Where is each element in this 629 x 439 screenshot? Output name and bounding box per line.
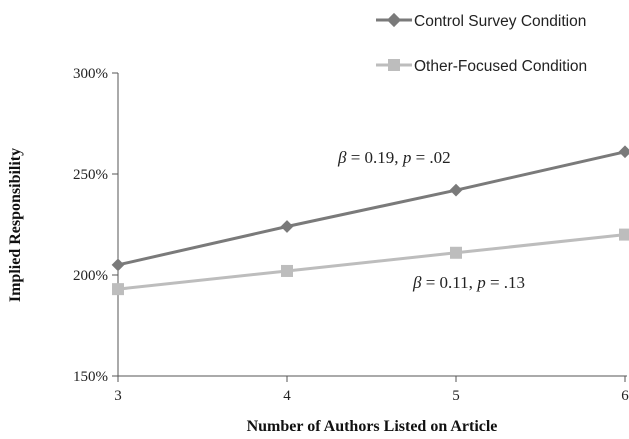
annotation-other-beta-symbol: β [412, 273, 422, 292]
series-line-control [117, 150, 626, 267]
x-tick-label: 3 [114, 388, 122, 404]
y-tick-label: 300% [73, 66, 108, 82]
annotation-other: β = 0.11, p = .13 [412, 273, 525, 292]
annotation-other-p-symbol: p [476, 273, 486, 292]
x-axis-title: Number of Authors Listed on Article [247, 418, 498, 435]
y-ticks: 150% 200% 250% 300% [73, 66, 118, 385]
data-point-control [111, 258, 125, 272]
legend: Control Survey Condition Other-Focused C… [376, 12, 587, 75]
legend-label-control: Control Survey Condition [414, 13, 586, 30]
x-tick-label: 5 [452, 388, 460, 404]
annotation-other-beta-value: = 0.11, [421, 273, 477, 292]
annotation-control: β = 0.19, p = .02 [337, 148, 451, 167]
legend-marker-control [386, 12, 402, 28]
x-tick-label: 4 [283, 388, 291, 404]
data-point-other [281, 264, 293, 277]
data-point-other [450, 246, 462, 259]
x-tick-label: 6 [621, 388, 629, 404]
legend-marker-other [388, 59, 400, 71]
annotation-control-p-symbol: p [402, 148, 412, 167]
legend-item-control: Control Survey Condition [376, 12, 586, 30]
series-line-other [117, 233, 626, 291]
series-layer [111, 145, 629, 296]
data-point-control [449, 183, 463, 197]
data-point-other [619, 228, 629, 241]
annotation-control-beta-value: = 0.19, [346, 148, 402, 167]
y-tick-label: 150% [73, 369, 108, 385]
legend-label-other: Other-Focused Condition [414, 58, 587, 75]
y-axis-title: Implied Responsibility [7, 148, 24, 302]
annotation-control-p-value: = .02 [411, 148, 450, 167]
y-tick-label: 200% [73, 268, 108, 284]
data-point-control [618, 145, 629, 159]
data-point-control [280, 220, 294, 233]
y-tick-label: 250% [73, 167, 108, 183]
x-ticks: 3 4 5 6 [114, 376, 629, 404]
axes [117, 73, 627, 377]
annotation-control-beta-symbol: β [337, 148, 347, 167]
annotation-other-p-value: = .13 [486, 273, 525, 292]
legend-item-other: Other-Focused Condition [376, 58, 587, 75]
data-point-other [112, 283, 124, 296]
